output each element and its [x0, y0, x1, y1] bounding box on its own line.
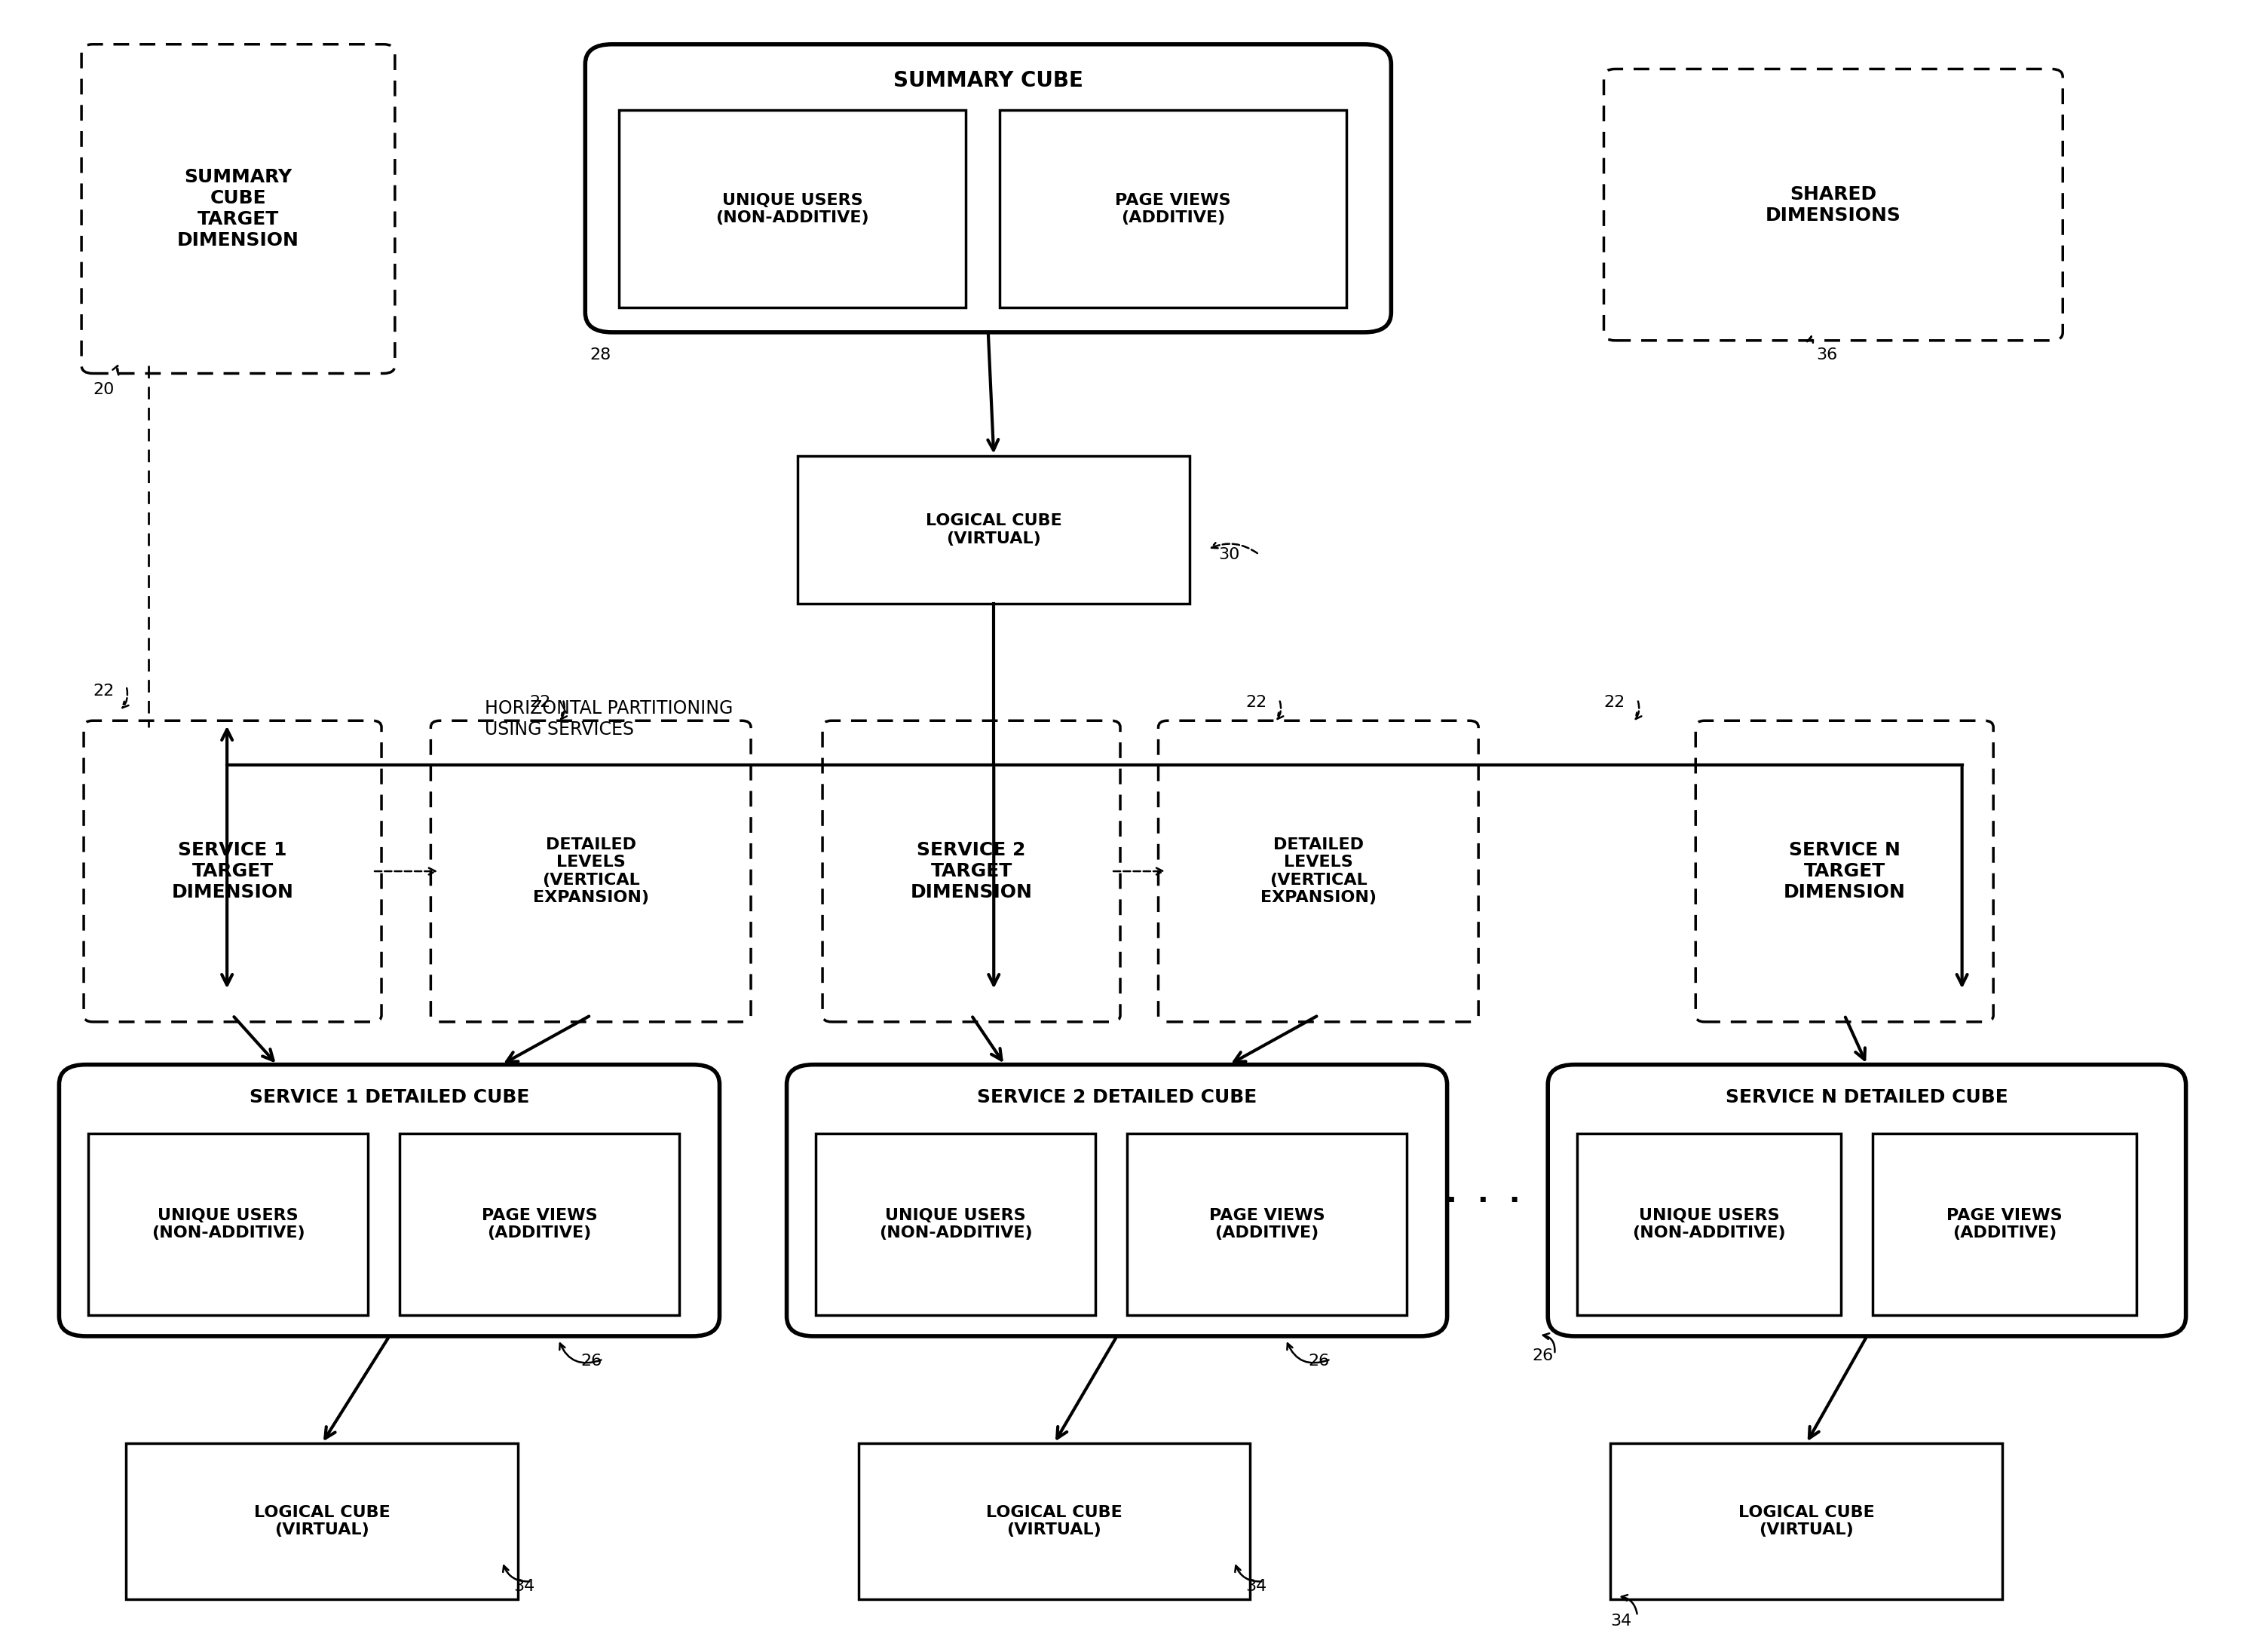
- Text: SERVICE N DETAILED CUBE: SERVICE N DETAILED CUBE: [1726, 1089, 2007, 1107]
- Text: 22: 22: [1603, 695, 1625, 710]
- FancyBboxPatch shape: [822, 720, 1120, 1023]
- Text: PAGE VIEWS
(ADDITIVE): PAGE VIEWS (ADDITIVE): [480, 1208, 597, 1241]
- FancyBboxPatch shape: [786, 1064, 1448, 1336]
- Bar: [815, 1133, 1096, 1315]
- Text: UNIQUE USERS
(NON-ADDITIVE): UNIQUE USERS (NON-ADDITIVE): [150, 1208, 305, 1241]
- Text: 30: 30: [1219, 547, 1239, 562]
- FancyBboxPatch shape: [58, 1064, 721, 1336]
- Bar: [797, 456, 1190, 605]
- FancyBboxPatch shape: [1603, 69, 2063, 340]
- Bar: [1610, 1444, 2003, 1599]
- Text: HORIZONTAL PARTITIONING
USING SERVICES: HORIZONTAL PARTITIONING USING SERVICES: [485, 699, 732, 738]
- FancyBboxPatch shape: [586, 45, 1392, 332]
- Text: ·  ·  ·: · · ·: [1446, 1186, 1520, 1216]
- Text: 36: 36: [1816, 349, 1839, 363]
- FancyBboxPatch shape: [1158, 720, 1479, 1023]
- Bar: [999, 111, 1347, 307]
- Text: LOGICAL CUBE
(VIRTUAL): LOGICAL CUBE (VIRTUAL): [986, 1505, 1122, 1538]
- Bar: [858, 1444, 1250, 1599]
- Bar: [126, 1444, 519, 1599]
- Text: 20: 20: [92, 382, 114, 398]
- Text: SERVICE N
TARGET
DIMENSION: SERVICE N TARGET DIMENSION: [1783, 841, 1906, 902]
- FancyBboxPatch shape: [83, 720, 382, 1023]
- Text: PAGE VIEWS
(ADDITIVE): PAGE VIEWS (ADDITIVE): [1210, 1208, 1325, 1241]
- Text: SERVICE 2
TARGET
DIMENSION: SERVICE 2 TARGET DIMENSION: [911, 841, 1033, 902]
- FancyBboxPatch shape: [431, 720, 750, 1023]
- FancyBboxPatch shape: [81, 45, 395, 373]
- Text: PAGE VIEWS
(ADDITIVE): PAGE VIEWS (ADDITIVE): [1116, 193, 1230, 225]
- Text: SUMMARY CUBE: SUMMARY CUBE: [894, 69, 1082, 91]
- Text: LOGICAL CUBE
(VIRTUAL): LOGICAL CUBE (VIRTUAL): [925, 514, 1062, 547]
- FancyBboxPatch shape: [1695, 720, 1994, 1023]
- Text: SERVICE 2 DETAILED CUBE: SERVICE 2 DETAILED CUBE: [977, 1089, 1257, 1107]
- Text: DETAILED
LEVELS
(VERTICAL
EXPANSION): DETAILED LEVELS (VERTICAL EXPANSION): [1259, 838, 1376, 905]
- Bar: [1127, 1133, 1408, 1315]
- Text: UNIQUE USERS
(NON-ADDITIVE): UNIQUE USERS (NON-ADDITIVE): [1632, 1208, 1785, 1241]
- Text: SUMMARY
CUBE
TARGET
DIMENSION: SUMMARY CUBE TARGET DIMENSION: [177, 169, 299, 249]
- Text: SHARED
DIMENSIONS: SHARED DIMENSIONS: [1765, 185, 1902, 225]
- Bar: [1576, 1133, 1841, 1315]
- Text: 34: 34: [1246, 1579, 1266, 1594]
- Text: DETAILED
LEVELS
(VERTICAL
EXPANSION): DETAILED LEVELS (VERTICAL EXPANSION): [532, 838, 649, 905]
- Text: 22: 22: [530, 695, 550, 710]
- Text: LOGICAL CUBE
(VIRTUAL): LOGICAL CUBE (VIRTUAL): [1738, 1505, 1875, 1538]
- Text: SERVICE 1 DETAILED CUBE: SERVICE 1 DETAILED CUBE: [249, 1089, 530, 1107]
- Bar: [1872, 1133, 2137, 1315]
- FancyBboxPatch shape: [1547, 1064, 2187, 1336]
- Text: 26: 26: [1531, 1348, 1554, 1363]
- Text: 26: 26: [1309, 1353, 1329, 1368]
- Text: PAGE VIEWS
(ADDITIVE): PAGE VIEWS (ADDITIVE): [1946, 1208, 2063, 1241]
- Text: 34: 34: [514, 1579, 534, 1594]
- Text: LOGICAL CUBE
(VIRTUAL): LOGICAL CUBE (VIRTUAL): [254, 1505, 391, 1538]
- Text: UNIQUE USERS
(NON-ADDITIVE): UNIQUE USERS (NON-ADDITIVE): [716, 193, 869, 225]
- Bar: [400, 1133, 680, 1315]
- Bar: [620, 111, 965, 307]
- Text: 26: 26: [581, 1353, 602, 1368]
- Text: 28: 28: [590, 349, 611, 363]
- Text: 22: 22: [1246, 695, 1266, 710]
- Text: 34: 34: [1610, 1614, 1632, 1629]
- Text: SERVICE 1
TARGET
DIMENSION: SERVICE 1 TARGET DIMENSION: [171, 841, 294, 902]
- Text: 22: 22: [92, 684, 114, 699]
- Text: UNIQUE USERS
(NON-ADDITIVE): UNIQUE USERS (NON-ADDITIVE): [880, 1208, 1033, 1241]
- Bar: [88, 1133, 368, 1315]
